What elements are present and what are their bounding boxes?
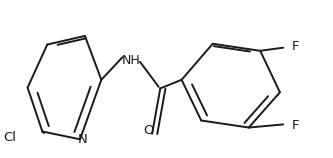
Text: F: F (291, 40, 299, 53)
Text: F: F (291, 119, 299, 133)
Text: O: O (144, 124, 154, 137)
Text: Cl: Cl (3, 131, 16, 144)
Text: NH: NH (122, 54, 140, 67)
Text: N: N (78, 133, 88, 146)
